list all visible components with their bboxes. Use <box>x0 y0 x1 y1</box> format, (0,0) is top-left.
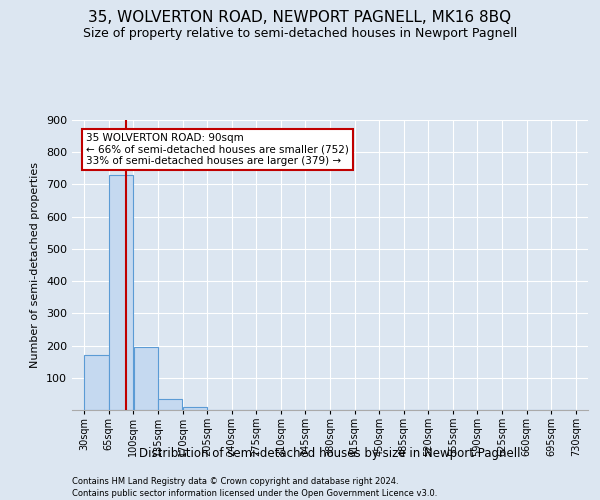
Bar <box>134 346 158 410</box>
Text: Size of property relative to semi-detached houses in Newport Pagnell: Size of property relative to semi-detach… <box>83 28 517 40</box>
Bar <box>183 407 207 410</box>
Text: Contains HM Land Registry data © Crown copyright and database right 2024.: Contains HM Land Registry data © Crown c… <box>72 478 398 486</box>
Text: Distribution of semi-detached houses by size in Newport Pagnell: Distribution of semi-detached houses by … <box>139 448 521 460</box>
Text: 35 WOLVERTON ROAD: 90sqm
← 66% of semi-detached houses are smaller (752)
33% of : 35 WOLVERTON ROAD: 90sqm ← 66% of semi-d… <box>86 133 349 166</box>
Bar <box>109 175 133 410</box>
Y-axis label: Number of semi-detached properties: Number of semi-detached properties <box>31 162 40 368</box>
Text: Contains public sector information licensed under the Open Government Licence v3: Contains public sector information licen… <box>72 489 437 498</box>
Text: 35, WOLVERTON ROAD, NEWPORT PAGNELL, MK16 8BQ: 35, WOLVERTON ROAD, NEWPORT PAGNELL, MK1… <box>88 10 512 25</box>
Bar <box>158 398 182 410</box>
Bar <box>85 355 109 410</box>
